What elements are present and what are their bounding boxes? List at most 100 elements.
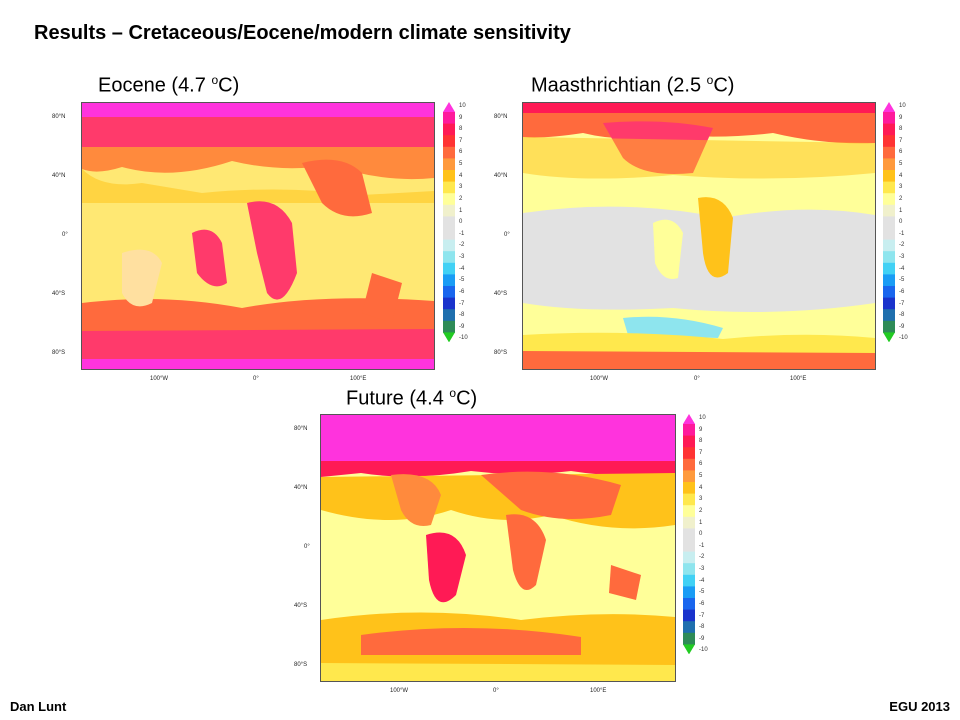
- colorbar-cell: [443, 309, 455, 322]
- colorbar-label: 0: [459, 219, 463, 226]
- colorbar-cell: [443, 204, 455, 217]
- colorbar-label: 7: [899, 137, 903, 144]
- colorbar-cell: [883, 102, 895, 112]
- panel-sensitivity: 4.4: [416, 387, 444, 410]
- colorbar-label: -9: [459, 323, 465, 330]
- colorbar-cell: [883, 274, 895, 287]
- future-map: [320, 414, 676, 682]
- colorbar-label: 3: [699, 496, 703, 503]
- future-label: Future (4.4 oC): [346, 386, 478, 410]
- colorbar-cell: [683, 632, 695, 645]
- colorbar-graphic: [883, 102, 895, 343]
- colorbar-label: -8: [699, 624, 705, 631]
- colorbar-cell: [443, 123, 455, 136]
- colorbar-label: -10: [699, 647, 708, 654]
- colorbar-label: 3: [459, 184, 463, 191]
- lon-label: 100°E: [590, 688, 607, 694]
- lon-label: 100°W: [150, 376, 169, 382]
- colorbar-label: -1: [699, 542, 705, 549]
- colorbar-label: 2: [699, 507, 703, 514]
- lat-label: 40°S: [294, 603, 308, 609]
- colorbar-label: 7: [459, 137, 463, 144]
- colorbar-label: 9: [899, 114, 903, 121]
- colorbar-graphic: [683, 414, 695, 655]
- colorbar-cell: [443, 158, 455, 171]
- colorbar-label: 1: [459, 207, 463, 214]
- colorbar-cell: [883, 146, 895, 159]
- colorbar-cell: [443, 286, 455, 298]
- colorbar-cell: [883, 332, 895, 343]
- colorbar-cell: [883, 193, 895, 206]
- colorbar-cell: [883, 297, 895, 310]
- colorbar-label: 9: [459, 114, 463, 121]
- colorbar-cell: [883, 228, 895, 240]
- colorbar-label: 3: [899, 184, 903, 191]
- colorbar-cell: [443, 170, 455, 182]
- colorbar-label: -4: [459, 265, 465, 272]
- colorbar-label: 10: [459, 103, 466, 109]
- colorbar-label: -1: [899, 230, 905, 237]
- colorbar-label: -4: [699, 577, 705, 584]
- colorbar-label: -3: [699, 566, 705, 573]
- colorbar-cell: [443, 102, 455, 112]
- footer-author: Dan Lunt: [10, 699, 67, 714]
- colorbar-label: -4: [899, 265, 905, 272]
- colorbar-cell: [683, 574, 695, 587]
- colorbar-cell: [683, 644, 695, 655]
- colorbar-label: 7: [699, 449, 703, 456]
- lat-label: 40°S: [494, 291, 508, 297]
- colorbar-cell: [683, 528, 695, 541]
- lat-label: 40°N: [494, 173, 508, 179]
- colorbar-label: 6: [899, 149, 903, 156]
- colorbar-cell: [883, 135, 895, 148]
- lon-label: 100°E: [350, 376, 367, 382]
- lat-label: 80°N: [294, 426, 308, 432]
- colorbar-cell: [443, 239, 455, 252]
- colorbar-cell: [443, 274, 455, 287]
- eocene-label: Eocene (4.7 oC): [98, 73, 240, 97]
- colorbar-label: -6: [899, 288, 905, 295]
- colorbar-cell: [683, 482, 695, 494]
- colorbar-cell: [443, 181, 455, 194]
- colorbar-label: 2: [459, 195, 463, 202]
- colorbar-cell: [883, 309, 895, 322]
- colorbar-label: 5: [899, 161, 903, 168]
- colorbar-label: -7: [899, 300, 905, 307]
- footer-event: EGU 2013: [889, 699, 950, 714]
- lon-label: 100°W: [390, 688, 409, 694]
- colorbar-cell: [683, 424, 695, 436]
- colorbar-label: 10: [699, 415, 706, 421]
- colorbar-cell: [443, 112, 455, 124]
- degree-mark: o: [449, 386, 457, 400]
- colorbar-cell: [443, 135, 455, 148]
- colorbar-cell: [683, 414, 695, 424]
- colorbar-cell: [883, 123, 895, 136]
- colorbar-cell: [683, 470, 695, 483]
- colorbar-label: -10: [899, 335, 908, 342]
- colorbar-label: -5: [459, 277, 465, 284]
- colorbar-cell: [683, 447, 695, 460]
- panel-name: Maasthrichtian: [531, 74, 662, 97]
- colorbar-label: 6: [459, 149, 463, 156]
- lon-label: 0°: [493, 688, 499, 694]
- lat-label: 80°N: [52, 114, 66, 120]
- colorbar-label: 0: [699, 531, 703, 538]
- colorbar-label: 4: [459, 172, 463, 179]
- lat-label: 80°N: [494, 114, 508, 120]
- colorbar-cell: [443, 332, 455, 343]
- colorbar-label: 8: [699, 438, 703, 445]
- colorbar-cell: [883, 251, 895, 264]
- colorbar-cell: [683, 458, 695, 471]
- colorbar-label: 4: [699, 484, 703, 491]
- colorbar-label: -9: [699, 635, 705, 642]
- colorbar-label: 2: [899, 195, 903, 202]
- colorbar-cell: [683, 563, 695, 576]
- colorbar-label: -2: [899, 242, 905, 249]
- colorbar-label: -6: [699, 600, 705, 607]
- colorbar-label: -8: [899, 312, 905, 319]
- future-colorbar: 10 9 8 7 6 5 4 3 2 1 0 -1 -2 -3 -4 -5 -6 -7 -8 -9 -10: [683, 414, 708, 655]
- colorbar-cell: [683, 621, 695, 634]
- colorbar-label: -8: [459, 312, 465, 319]
- eocene-map: [81, 102, 435, 370]
- lat-label: 80°S: [294, 662, 308, 668]
